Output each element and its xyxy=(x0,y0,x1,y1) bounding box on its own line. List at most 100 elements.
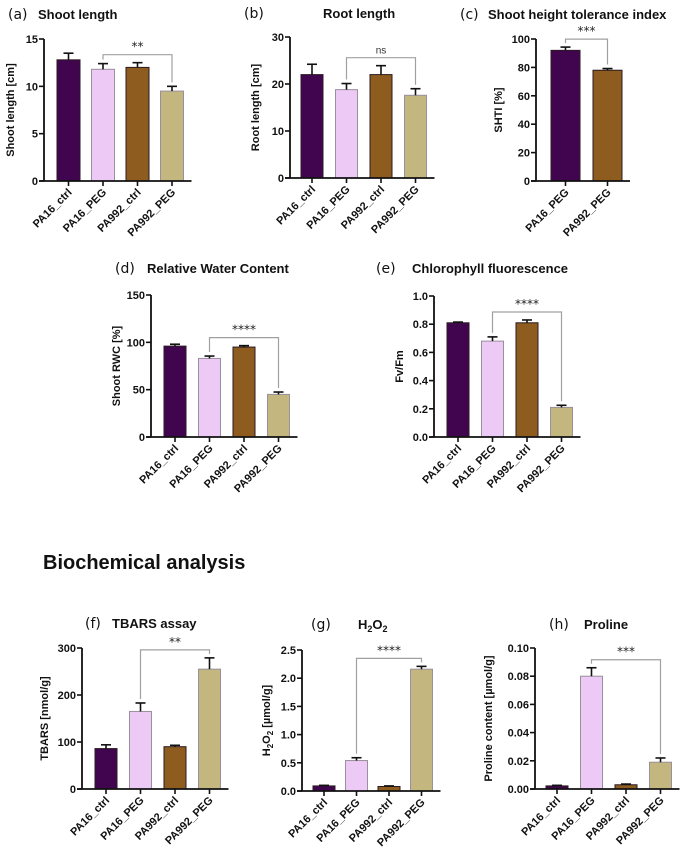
bar-pa16-peg xyxy=(198,357,221,438)
significance-label: **** xyxy=(232,323,256,337)
y-tick-label: 0 xyxy=(278,173,284,185)
y-tick-label: 0.0 xyxy=(413,432,428,444)
bar-pa992-ctrl xyxy=(125,66,150,182)
bar-pa16-peg xyxy=(129,710,152,790)
bar-pa992-ctrl xyxy=(515,322,539,438)
significance-label: ** xyxy=(132,40,144,54)
y-axis-label: SHTI [%] xyxy=(493,87,505,133)
significance-label: ** xyxy=(169,635,181,649)
chart-title: Shoot length xyxy=(38,7,117,22)
y-tick-label: 60 xyxy=(518,91,530,103)
y-axis-label: Root length [cm] xyxy=(250,63,262,151)
y-tick-label: 0 xyxy=(524,176,530,188)
bar-pa992-ctrl xyxy=(232,346,256,438)
y-tick-label: 20 xyxy=(518,148,530,160)
y-tick-label: 30 xyxy=(272,32,284,44)
y-tick-label: 10 xyxy=(26,81,38,93)
y-tick-label: 0.8 xyxy=(413,319,428,331)
bar-pa992-peg xyxy=(160,90,184,182)
y-tick-label: 1.0 xyxy=(413,291,428,303)
y-tick-label: 1.5 xyxy=(281,701,296,713)
y-tick-label: 0 xyxy=(139,432,145,444)
significance-bracket xyxy=(355,657,423,754)
bar-pa16-peg xyxy=(580,675,603,790)
significance-label: *** xyxy=(617,645,635,659)
y-axis-label: H2O2 [µmol/g] xyxy=(261,684,275,756)
bar-pa16-peg xyxy=(335,89,358,179)
chart-title: Proline xyxy=(584,617,628,632)
chart-title: H2O2 xyxy=(358,617,388,634)
bar-pa16-peg xyxy=(91,68,115,182)
section-title-biochemical-analysis: Biochemical analysis xyxy=(43,552,245,574)
bar-pa16-peg xyxy=(550,49,581,182)
y-tick-label: 300 xyxy=(58,643,76,655)
panel-d: (d) Relative Water ContentPA16_ctrlPA16_P… xyxy=(111,261,298,495)
y-tick-label: 5 xyxy=(32,129,38,141)
y-tick-label: 0.00 xyxy=(508,784,529,796)
chart-title: Chlorophyll fluorescence xyxy=(412,261,568,276)
bar-pa992-peg xyxy=(410,668,433,792)
chart-title: Shoot height tolerance index xyxy=(488,7,667,22)
chart-title: TBARS assay xyxy=(112,616,197,631)
bar-pa16-peg xyxy=(481,340,504,438)
bar-pa992-peg xyxy=(404,94,427,179)
significance-bracket xyxy=(590,659,662,754)
panel-h: (h) ProlinePA16_ctrlPA16_PEGPA992_ctrlPA9… xyxy=(483,617,680,847)
y-tick-label: 50 xyxy=(133,385,145,397)
panel-label: (b) xyxy=(244,6,264,22)
y-axis-label: Shoot RWC [%] xyxy=(111,325,123,406)
y-tick-label: 0 xyxy=(70,784,76,796)
y-tick-label: 0.08 xyxy=(508,671,529,683)
bar-pa992-peg xyxy=(649,761,672,790)
significance-bracket xyxy=(208,337,280,389)
bar-pa16-ctrl xyxy=(300,74,324,179)
significance-bracket xyxy=(102,54,173,83)
bar-pa992-peg xyxy=(267,393,290,438)
panel-label: (e) xyxy=(376,261,396,277)
bar-pa992-peg xyxy=(198,668,221,790)
panel-f: (f) TBARS assayPA16_ctrlPA16_PEGPA992_ctr… xyxy=(39,616,229,847)
panel-g: (g) H2O2PA16_ctrlPA16_PEGPA992_ctrlPA992_… xyxy=(261,617,441,849)
panel-e: (e) Chlorophyll fluorescencePA16_ctrlPA16… xyxy=(376,261,581,495)
y-tick-label: 0.10 xyxy=(508,643,529,655)
y-tick-label: 0.06 xyxy=(508,699,529,711)
y-tick-label: 100 xyxy=(512,34,530,46)
y-tick-label: 1.0 xyxy=(281,730,296,742)
bar-pa16-peg xyxy=(345,760,368,792)
y-tick-label: 20 xyxy=(272,79,284,91)
panel-label: (g) xyxy=(311,617,331,633)
panel-b: (b) Root lengthPA16_ctrlPA16_PEGPA992_ctr… xyxy=(244,6,435,236)
y-axis-label: TBARS [nmol/g] xyxy=(39,676,51,761)
bar-pa16-ctrl xyxy=(446,322,470,438)
panel-label: (c) xyxy=(460,7,479,23)
bar-pa992-peg xyxy=(592,69,623,182)
y-tick-label: 15 xyxy=(26,34,38,46)
significance-label: ns xyxy=(376,46,387,57)
chart-title: Root length xyxy=(323,6,395,21)
y-tick-label: 40 xyxy=(518,119,530,131)
y-tick-label: 2.0 xyxy=(281,673,296,685)
bar-pa16-ctrl xyxy=(163,345,187,438)
y-tick-label: 100 xyxy=(127,337,145,349)
bar-pa16-ctrl xyxy=(94,748,118,790)
y-tick-label: 200 xyxy=(58,690,76,702)
y-tick-label: 0.5 xyxy=(281,758,296,770)
panel-a: (a) Shoot lengthPA16_ctrlPA16_PEGPA992_ct… xyxy=(5,7,192,239)
y-axis-label: Fv/Fm xyxy=(394,350,406,383)
y-axis-label: Shoot length [cm] xyxy=(5,63,17,157)
y-tick-label: 0.02 xyxy=(508,756,529,768)
y-axis-label: Proline content [µmol/g] xyxy=(483,655,495,781)
y-tick-label: 0.04 xyxy=(508,728,530,740)
bar-pa992-ctrl xyxy=(369,74,393,179)
y-tick-label: 80 xyxy=(518,62,530,74)
panel-label: (a) xyxy=(8,7,28,23)
y-tick-label: 10 xyxy=(272,126,284,138)
bar-pa16-ctrl xyxy=(56,59,81,182)
significance-label: **** xyxy=(515,297,539,311)
panel-label: (f) xyxy=(85,616,101,632)
significance-label: **** xyxy=(377,643,401,657)
chart-title: Relative Water Content xyxy=(147,261,289,276)
y-tick-label: 0.4 xyxy=(413,376,429,388)
panel-label: (h) xyxy=(549,617,569,633)
